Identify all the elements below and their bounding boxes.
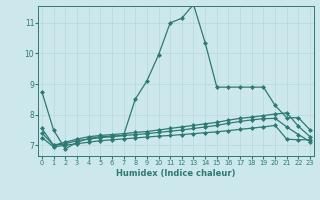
X-axis label: Humidex (Indice chaleur): Humidex (Indice chaleur) [116, 169, 236, 178]
